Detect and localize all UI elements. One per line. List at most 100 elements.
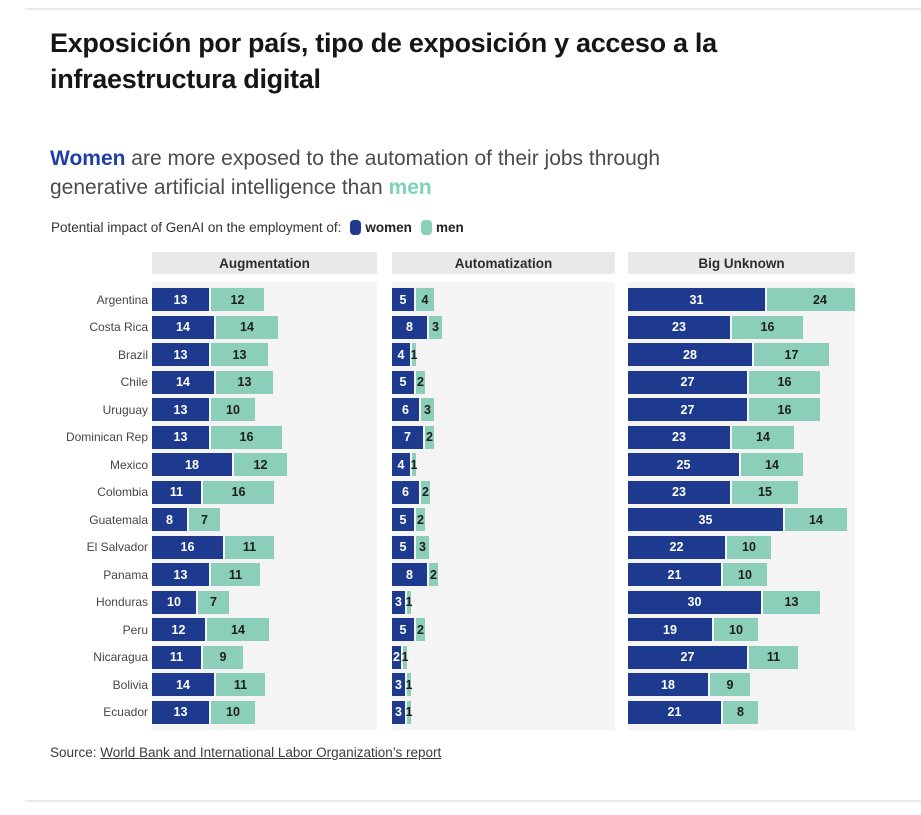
panel-header-big-unknown: Big Unknown — [628, 252, 855, 274]
country-label: Colombia — [97, 485, 148, 500]
bar-segment-men: 11 — [225, 535, 274, 559]
panel-gap — [615, 252, 628, 274]
panel-gap — [377, 534, 392, 562]
bar-segment-men: 10 — [723, 563, 767, 587]
panel-cell-augmentation: 13 13 — [152, 341, 377, 369]
bar-segment-women: 8 — [392, 315, 427, 339]
stacked-bar: 14 13 — [152, 370, 273, 394]
stacked-bar: 13 10 — [152, 700, 255, 724]
panel-gap — [615, 341, 628, 369]
stacked-bar: 35 14 — [628, 508, 847, 532]
chart-row: Guatemala 8 7 5 2 35 14 — [50, 506, 855, 534]
headline-highlight-men: men — [388, 176, 432, 200]
bar-segment-women: 35 — [628, 508, 783, 532]
panel-cell-big-unknown: 23 16 — [628, 313, 855, 341]
bar-segment-women: 14 — [152, 673, 214, 697]
bar-segment-men: 14 — [741, 453, 803, 477]
bar-segment-men: 2 — [416, 508, 425, 532]
bar-segment-men: 10 — [727, 535, 771, 559]
chart-row: Colombia 11 16 6 2 23 15 — [50, 478, 855, 507]
panel-gap — [377, 396, 392, 424]
stacked-bar: 13 10 — [152, 398, 255, 422]
country-label: Ecuador — [103, 705, 148, 720]
bar-segment-women: 4 — [392, 343, 410, 367]
bar-segment-women: 6 — [392, 480, 419, 504]
chart-row: Dominican Rep 13 16 7 2 23 14 — [50, 423, 855, 451]
chart-row: Costa Rica 14 14 8 3 23 16 — [50, 313, 855, 342]
panel-padding-cell — [628, 726, 855, 730]
chart-row: Brazil 13 13 4 1 28 17 — [50, 341, 855, 369]
source-note: Source: World Bank and International Lab… — [50, 745, 441, 760]
bar-segment-men: 1 — [411, 343, 417, 367]
panel-gap — [615, 451, 628, 479]
source-link[interactable]: World Bank and International Labor Organ… — [100, 745, 442, 760]
panel-padding-cell — [628, 282, 855, 286]
panel-cell-augmentation: 13 10 — [152, 698, 377, 726]
chart-row: Panama 13 11 8 2 21 10 — [50, 561, 855, 589]
bar-segment-women: 30 — [628, 590, 761, 614]
bar-segment-men: 2 — [429, 563, 438, 587]
panel-cell-augmentation: 13 10 — [152, 396, 377, 424]
stacked-bar: 21 8 — [628, 700, 758, 724]
legend-series-men: men — [435, 220, 464, 235]
panel-cell-big-unknown: 21 8 — [628, 698, 855, 726]
bar-segment-women: 7 — [392, 425, 423, 449]
country-label: Uruguay — [102, 402, 148, 417]
bar-segment-women: 5 — [392, 535, 414, 559]
panel-gap — [615, 561, 628, 589]
bar-segment-men: 13 — [763, 590, 820, 614]
bar-segment-women: 13 — [152, 700, 209, 724]
panel-gap — [615, 479, 628, 507]
stacked-bar: 22 10 — [628, 535, 771, 559]
bar-segment-men: 10 — [714, 618, 758, 642]
panel-gap — [615, 286, 628, 314]
chart-row: Peru 12 14 5 2 19 10 — [50, 616, 855, 644]
panel-cell-big-unknown: 18 9 — [628, 671, 855, 699]
chart-row: Honduras 10 7 3 1 30 13 — [50, 588, 855, 616]
legend-swatch-men-icon — [420, 220, 432, 235]
stacked-bar: 13 11 — [152, 563, 260, 587]
bar-segment-women: 5 — [392, 288, 414, 312]
bar-segment-women: 21 — [628, 563, 721, 587]
bar-segment-men: 2 — [425, 425, 434, 449]
stacked-bar: 30 13 — [628, 590, 820, 614]
stacked-bar: 14 11 — [152, 673, 265, 697]
stacked-bar: 28 17 — [628, 343, 829, 367]
stacked-bar: 16 11 — [152, 535, 274, 559]
panel-header-row: Augmentation Automatization Big Unknown — [50, 252, 855, 274]
bar-segment-women: 8 — [152, 508, 187, 532]
stacked-bar: 19 10 — [628, 618, 758, 642]
stacked-bar: 21 10 — [628, 563, 767, 587]
panel-gap — [615, 699, 628, 727]
panel-cell-augmentation: 14 14 — [152, 313, 377, 341]
stacked-bar: 23 14 — [628, 425, 794, 449]
panel-padding-row — [50, 282, 855, 286]
panel-gap — [615, 534, 628, 562]
stacked-bar: 11 9 — [152, 645, 243, 669]
bar-segment-men: 1 — [402, 645, 408, 669]
country-label: Chile — [120, 375, 148, 390]
panel-cell-augmentation: 18 12 — [152, 451, 377, 479]
bar-segment-women: 3 — [392, 590, 405, 614]
header-spacer — [50, 252, 152, 274]
bar-segment-men: 2 — [416, 370, 425, 394]
panel-cell-augmentation: 16 11 — [152, 533, 377, 561]
panel-cell-augmentation: 13 11 — [152, 561, 377, 589]
chart-rows: Argentina 13 12 5 4 31 24 Costa Rica 14 14 8 3 23 16 B… — [50, 282, 855, 730]
panel-cell-augmentation: 10 7 — [152, 588, 377, 616]
bar-segment-men: 16 — [749, 370, 820, 394]
panel-cell-augmentation: 14 11 — [152, 671, 377, 699]
panel-gap — [377, 314, 392, 342]
